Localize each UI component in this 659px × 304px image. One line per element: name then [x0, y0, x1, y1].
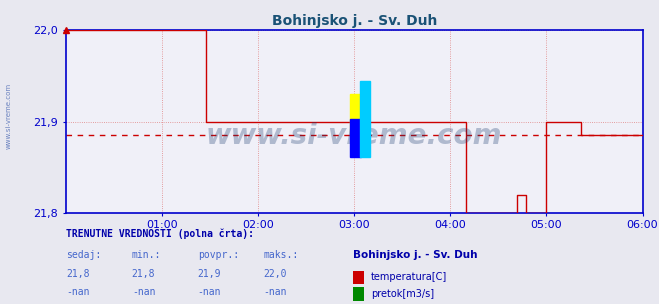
Text: temperatura[C]: temperatura[C] — [371, 272, 447, 282]
Bar — [350, 119, 361, 157]
Text: www.si-vreme.com: www.si-vreme.com — [206, 122, 502, 150]
Bar — [360, 81, 370, 157]
Text: povpr.:: povpr.: — [198, 250, 239, 261]
Text: sedaj:: sedaj: — [66, 250, 101, 261]
Text: pretok[m3/s]: pretok[m3/s] — [371, 289, 434, 299]
Text: www.si-vreme.com: www.si-vreme.com — [5, 82, 12, 149]
Text: -nan: -nan — [66, 287, 90, 297]
Text: min.:: min.: — [132, 250, 161, 261]
Text: -nan: -nan — [198, 287, 221, 297]
Text: 21,8: 21,8 — [132, 269, 156, 279]
Title: Bohinjsko j. - Sv. Duh: Bohinjsko j. - Sv. Duh — [272, 14, 437, 28]
Text: maks.:: maks.: — [264, 250, 299, 261]
Text: TRENUTNE VREDNOSTI (polna črta):: TRENUTNE VREDNOSTI (polna črta): — [66, 229, 254, 239]
Text: 21,9: 21,9 — [198, 269, 221, 279]
Text: 21,8: 21,8 — [66, 269, 90, 279]
Text: -nan: -nan — [132, 287, 156, 297]
Bar — [350, 94, 361, 133]
Text: -nan: -nan — [264, 287, 287, 297]
Text: 22,0: 22,0 — [264, 269, 287, 279]
Text: Bohinjsko j. - Sv. Duh: Bohinjsko j. - Sv. Duh — [353, 250, 477, 261]
